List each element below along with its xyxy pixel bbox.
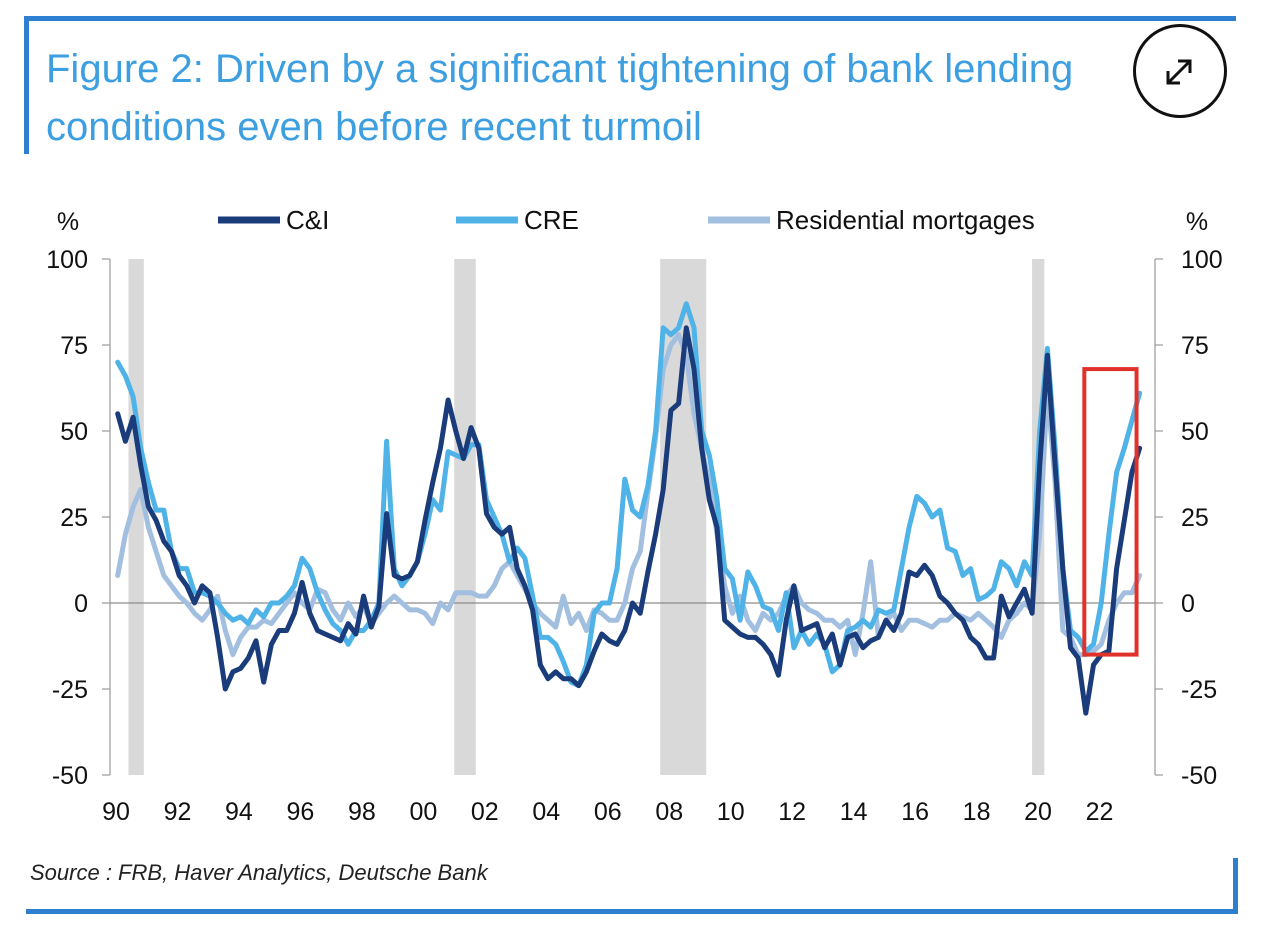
x-tick-label: 08 bbox=[655, 798, 683, 826]
legend: C&I CRE Residential mortgages bbox=[218, 205, 1035, 235]
frame-bottom-border bbox=[26, 909, 1238, 914]
recession-band bbox=[454, 259, 476, 775]
left-y-tick-label: 0 bbox=[74, 590, 88, 618]
right-y-tick-label: 0 bbox=[1181, 590, 1195, 618]
title-line-2: conditions even before recent turmoil bbox=[46, 105, 702, 149]
left-y-tick-label: 75 bbox=[60, 332, 88, 360]
right-unit-label: % bbox=[1186, 208, 1208, 236]
highlight-box bbox=[1082, 367, 1139, 657]
recession-shading-layer bbox=[128, 259, 1045, 775]
x-tick-label: 90 bbox=[102, 798, 130, 826]
right-y-tick-label: 75 bbox=[1181, 332, 1209, 360]
left-y-tick-label: 50 bbox=[60, 418, 88, 446]
x-tick-label: 20 bbox=[1024, 798, 1052, 826]
x-tick-label: 04 bbox=[532, 798, 560, 826]
x-tick-label: 16 bbox=[901, 798, 929, 826]
legend-label: Residential mortgages bbox=[776, 205, 1035, 235]
series-line-cre bbox=[115, 301, 1143, 689]
chart-title: Figure 2: Driven by a significant tighte… bbox=[46, 40, 1226, 156]
frame-top-border bbox=[26, 16, 1236, 21]
x-tick-label: 00 bbox=[409, 798, 437, 826]
x-tick-label: 12 bbox=[778, 798, 806, 826]
x-tick-label: 14 bbox=[840, 798, 868, 826]
left-y-tick-label: 25 bbox=[60, 504, 88, 532]
left-y-tick-label: 100 bbox=[46, 246, 88, 274]
x-tick-label: 18 bbox=[963, 798, 991, 826]
x-tick-label: 22 bbox=[1086, 798, 1114, 826]
right-y-tick-label: -50 bbox=[1181, 762, 1217, 790]
right-y-tick-label: -25 bbox=[1181, 676, 1217, 704]
x-tick-label: 92 bbox=[164, 798, 192, 826]
legend-label: C&I bbox=[286, 205, 329, 235]
frame-left-border bbox=[24, 16, 29, 154]
frame-right-border bbox=[1233, 858, 1238, 914]
title-line-1: Figure 2: Driven by a significant tighte… bbox=[46, 47, 1074, 91]
x-tick-label: 94 bbox=[225, 798, 253, 826]
right-y-tick-label: 100 bbox=[1181, 246, 1223, 274]
x-tick-label: 96 bbox=[287, 798, 315, 826]
x-tick-label: 02 bbox=[471, 798, 499, 826]
expand-button[interactable] bbox=[1133, 24, 1227, 118]
x-tick-label: 06 bbox=[594, 798, 622, 826]
series-layer bbox=[115, 301, 1143, 716]
x-tick-label: 10 bbox=[717, 798, 745, 826]
left-unit-label: % bbox=[57, 208, 79, 236]
right-y-tick-label: 25 bbox=[1181, 504, 1209, 532]
left-y-tick-label: -50 bbox=[52, 762, 88, 790]
expand-arrows-icon bbox=[1166, 59, 1192, 85]
source-note: Source : FRB, Haver Analytics, Deutsche … bbox=[30, 860, 488, 885]
right-y-tick-label: 50 bbox=[1181, 418, 1209, 446]
highlight-layer bbox=[1082, 367, 1139, 657]
series-line-residential-mortgages bbox=[115, 332, 1143, 658]
x-tick-label: 98 bbox=[348, 798, 376, 826]
left-y-tick-label: -25 bbox=[52, 676, 88, 704]
legend-label: CRE bbox=[524, 205, 579, 235]
series-line-c-i bbox=[115, 325, 1143, 716]
